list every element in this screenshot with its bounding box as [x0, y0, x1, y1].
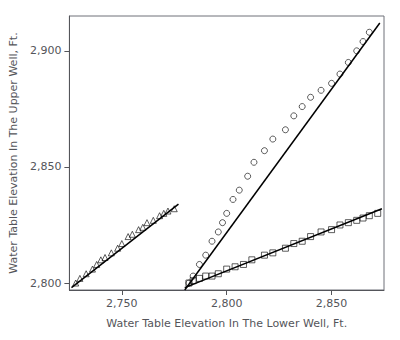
- svg-text:2,800: 2,800: [211, 297, 243, 310]
- svg-text:2,850: 2,850: [30, 160, 62, 173]
- svg-text:Water Table Elevation In The U: Water Table Elevation In The Upper Well,…: [7, 32, 20, 273]
- svg-text:2,750: 2,750: [106, 297, 137, 310]
- svg-text:Water Table Elevation In The L: Water Table Elevation In The Lower Well,…: [106, 317, 347, 330]
- svg-text:2,900: 2,900: [30, 44, 62, 57]
- svg-text:2,850: 2,850: [316, 297, 348, 310]
- svg-text:2,800: 2,800: [30, 277, 62, 290]
